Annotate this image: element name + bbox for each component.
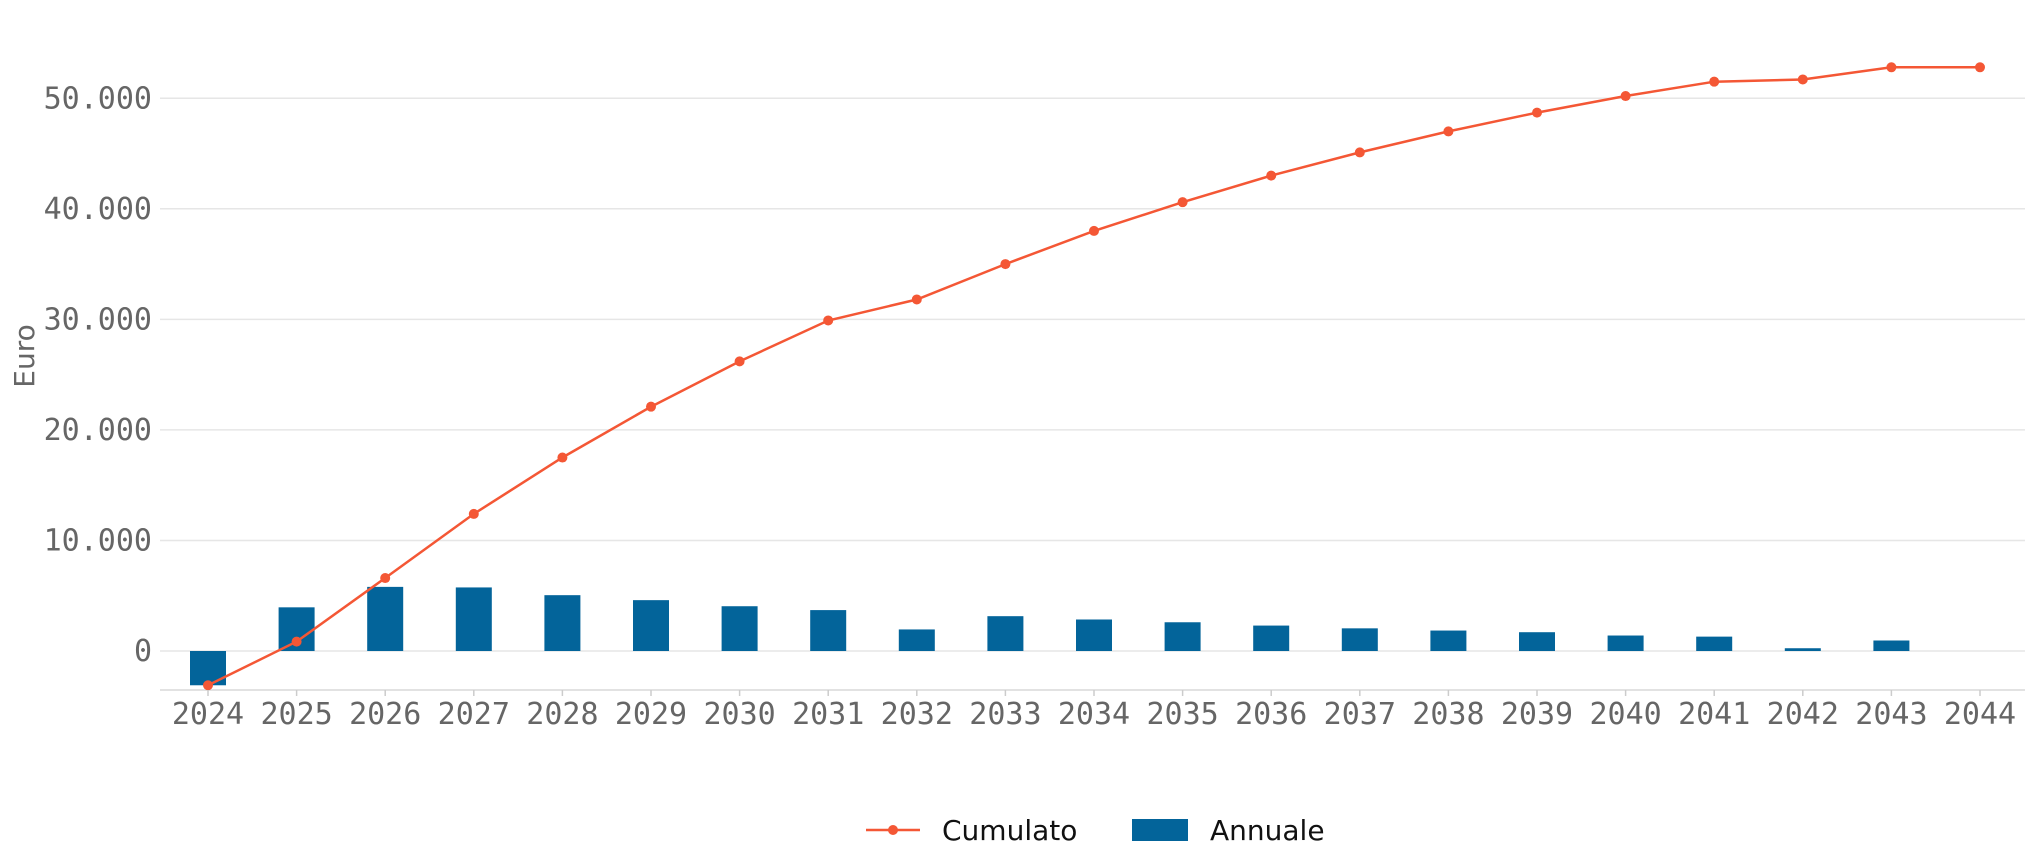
x-tick-label: 2034 (1058, 697, 1130, 732)
x-tick-label: 2042 (1767, 697, 1839, 732)
y-tick-label: 10.000 (44, 523, 152, 558)
y-tick-label: 0 (134, 634, 152, 669)
x-tick-label: 2040 (1589, 697, 1661, 732)
bar-annuale-2027 (455, 587, 492, 651)
x-tick-label: 2032 (881, 697, 953, 732)
bar-series-annuale (190, 586, 1910, 686)
x-tick-label: 2028 (526, 697, 598, 732)
point-cumulato-2035 (1177, 197, 1188, 208)
x-tick-label: 2033 (969, 697, 1041, 732)
x-tick-label: 2037 (1324, 697, 1396, 732)
y-tick-label: 30.000 (44, 302, 152, 337)
y-axis-label: Euro (8, 324, 41, 387)
point-cumulato-2026 (380, 573, 391, 584)
bar-annuale-2029 (633, 600, 669, 651)
bar-annuale-2026 (367, 586, 404, 651)
legend-marker-cumulato (888, 825, 898, 835)
point-cumulato-2032 (911, 294, 922, 305)
bar-annuale-2033 (987, 616, 1024, 651)
y-tick-label: 50.000 (44, 81, 152, 116)
y-tick-label: 20.000 (44, 413, 152, 448)
x-tick-label: 2031 (792, 697, 864, 732)
point-cumulato-2027 (468, 508, 479, 519)
x-tick-label: 2030 (703, 697, 775, 732)
x-tick-label: 2044 (1944, 697, 2016, 732)
x-tick-label: 2035 (1146, 697, 1218, 732)
x-tick-label: 2029 (615, 697, 687, 732)
x-axis-tick-labels: 2024 2025 2026 2027 2028 2029 2030 2031 2032 2033… (172, 690, 2016, 732)
point-cumulato-2043 (1886, 62, 1897, 73)
point-cumulato-2025 (291, 636, 302, 647)
x-tick-label: 2026 (349, 697, 421, 732)
bar-annuale-2039 (1519, 632, 1555, 651)
bar-annuale-2040 (1607, 635, 1644, 651)
point-cumulato-2036 (1266, 170, 1277, 181)
x-tick-label: 2027 (438, 697, 510, 732)
legend-label-cumulato: Cumulato (942, 814, 1077, 847)
point-cumulato-2044 (1975, 62, 1985, 73)
x-tick-label: 2041 (1678, 697, 1750, 732)
point-cumulato-2028 (557, 452, 568, 463)
bar-annuale-2037 (1341, 628, 1378, 651)
x-tick-label: 2038 (1412, 697, 1484, 732)
point-cumulato-2038 (1443, 126, 1454, 137)
x-tick-label: 2043 (1855, 697, 1927, 732)
point-cumulato-2033 (1000, 259, 1011, 270)
point-cumulato-2030 (734, 356, 745, 367)
point-cumulato-2041 (1709, 76, 1720, 87)
x-tick-label: 2036 (1235, 697, 1307, 732)
bar-annuale-2034 (1076, 619, 1112, 651)
bar-annuale-2030 (721, 606, 758, 651)
bar-annuale-2036 (1253, 625, 1290, 651)
point-cumulato-2040 (1620, 91, 1631, 102)
bar-annuale-2043 (1873, 640, 1910, 651)
point-cumulato-2031 (823, 315, 834, 326)
bar-annuale-2028 (544, 595, 581, 651)
point-cumulato-2042 (1797, 74, 1808, 85)
bar-annuale-2041 (1696, 636, 1733, 651)
legend-swatch-annuale (1132, 819, 1188, 841)
legend-label-annuale: Annuale (1210, 814, 1325, 847)
legend: Cumulato Annuale (866, 814, 1325, 847)
y-axis-tick-labels: 0 10.000 20.000 30.000 40.000 50.000 (44, 81, 152, 669)
x-tick-label: 2039 (1501, 697, 1573, 732)
line-series-cumulato (203, 62, 1985, 691)
bar-annuale-2035 (1164, 622, 1201, 651)
grid-lines (160, 97, 2025, 652)
point-cumulato-2029 (646, 401, 656, 412)
x-tick-label: 2025 (260, 697, 332, 732)
x-tick-label: 2024 (172, 697, 244, 732)
bar-annuale-2038 (1430, 630, 1467, 651)
point-cumulato-2034 (1089, 225, 1099, 236)
y-tick-label: 40.000 (44, 192, 152, 227)
bar-annuale-2042 (1784, 648, 1821, 651)
bar-annuale-2031 (810, 610, 847, 651)
point-cumulato-2037 (1354, 147, 1365, 158)
point-cumulato-2024 (203, 680, 213, 691)
point-cumulato-2039 (1532, 107, 1542, 118)
bar-annuale-2032 (898, 629, 935, 651)
